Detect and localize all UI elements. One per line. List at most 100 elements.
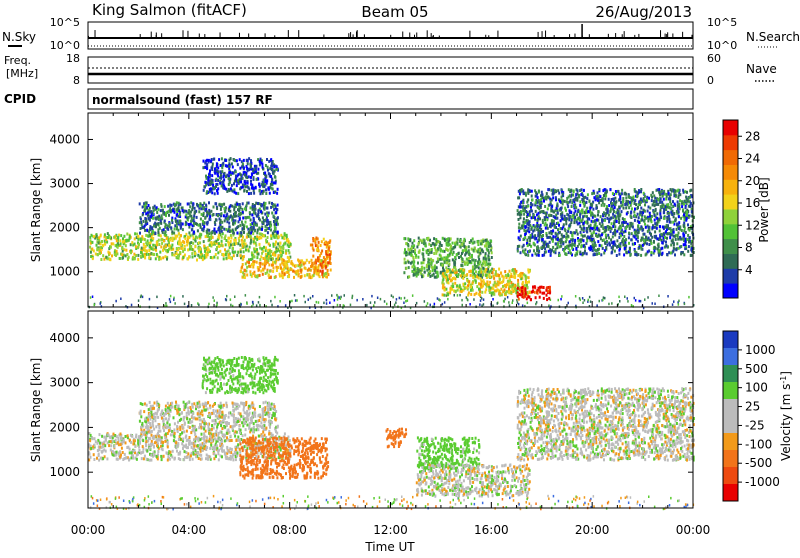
- data-cell: [671, 213, 673, 216]
- data-cell: [225, 243, 227, 246]
- data-cell: [235, 239, 237, 242]
- data-cell: [206, 231, 208, 234]
- data-cell: [317, 259, 319, 262]
- data-cell: [149, 210, 151, 213]
- data-cell: [645, 226, 647, 229]
- data-cell: [174, 203, 176, 206]
- data-cell: [97, 253, 99, 256]
- data-cell: [461, 299, 463, 302]
- data-cell: [409, 249, 411, 252]
- data-cell: [560, 245, 562, 248]
- data-cell: [507, 280, 509, 283]
- data-cell: [261, 228, 263, 231]
- data-cell: [235, 175, 237, 178]
- data-cell: [637, 206, 639, 209]
- data-cell: [224, 236, 226, 239]
- data-cell: [308, 298, 310, 301]
- data-cell: [249, 270, 251, 273]
- data-cell: [560, 207, 562, 210]
- data-cell: [150, 227, 152, 230]
- data-cell: [98, 241, 100, 244]
- data-cell: [256, 231, 258, 234]
- data-cell: [426, 269, 428, 272]
- data-cell: [217, 179, 219, 182]
- data-cell: [510, 275, 512, 278]
- data-cell: [245, 294, 247, 297]
- data-cell: [194, 245, 196, 248]
- data-cell: [582, 297, 584, 300]
- data-cell: [252, 301, 254, 304]
- data-cell: [653, 240, 655, 243]
- data-cell: [217, 166, 219, 169]
- data-cell: [172, 209, 174, 212]
- data-cell: [502, 285, 504, 288]
- data-cell: [256, 178, 258, 181]
- data-cell: [244, 269, 246, 272]
- data-cell: [472, 242, 474, 245]
- data-cell: [253, 192, 255, 195]
- data-cell: [446, 270, 448, 273]
- data-cell: [109, 258, 111, 261]
- data-cell: [316, 248, 318, 251]
- data-cell: [270, 300, 272, 303]
- data-cell: [137, 254, 139, 257]
- data-cell: [481, 286, 483, 289]
- data-cell: [242, 263, 244, 266]
- data-cell: [590, 300, 592, 303]
- data-cell: [247, 162, 249, 165]
- data-cell: [250, 219, 252, 222]
- data-cell: [241, 221, 243, 224]
- data-cell: [210, 159, 212, 162]
- data-cell: [208, 201, 210, 204]
- data-cell: [559, 254, 561, 257]
- data-cell: [125, 239, 127, 242]
- data-cell: [552, 229, 554, 232]
- data-cell: [644, 298, 646, 301]
- data-cell: [246, 204, 248, 207]
- data-cell: [561, 295, 563, 298]
- data-cell: [200, 226, 202, 229]
- data-cell: [479, 303, 481, 306]
- data-cell: [448, 263, 450, 266]
- data-cell: [263, 246, 265, 249]
- data-cell: [498, 289, 500, 292]
- data-cell: [458, 269, 460, 272]
- data-cell: [613, 197, 615, 200]
- data-cell: [284, 273, 286, 276]
- data-cell: [492, 287, 494, 290]
- data-cell: [547, 227, 549, 230]
- data-cell: [452, 283, 454, 286]
- data-cell: [655, 209, 657, 212]
- data-cell: [236, 184, 238, 187]
- data-cell: [275, 219, 277, 222]
- data-cell: [210, 237, 212, 240]
- data-cell: [474, 241, 476, 244]
- data-cell: [472, 289, 474, 292]
- data-cell: [208, 209, 210, 212]
- data-cell: [556, 246, 558, 249]
- data-cell: [256, 261, 258, 264]
- data-cell: [569, 240, 571, 243]
- data-cell: [505, 284, 507, 287]
- data-cell: [534, 291, 536, 294]
- data-cell: [447, 238, 449, 241]
- data-cell: [250, 240, 252, 243]
- data-cell: [318, 256, 320, 259]
- data-cell: [148, 235, 150, 238]
- data-cell: [466, 273, 468, 276]
- data-cell: [277, 242, 279, 245]
- data-cell: [488, 262, 490, 265]
- data-cell: [256, 256, 258, 259]
- data-cell: [670, 252, 672, 255]
- data-cell: [588, 299, 590, 302]
- data-cell: [259, 219, 261, 222]
- data-cell: [503, 278, 505, 281]
- data-cell: [271, 304, 273, 307]
- data-cell: [228, 253, 230, 256]
- freq-frame: [88, 57, 693, 83]
- data-cell: [215, 253, 217, 256]
- data-cell: [480, 280, 482, 283]
- data-cell: [265, 202, 267, 205]
- data-cell: [683, 214, 685, 217]
- data-cell: [577, 189, 579, 192]
